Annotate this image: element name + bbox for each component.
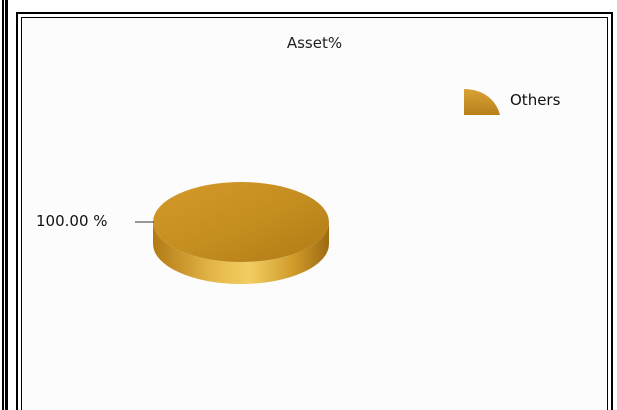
legend-swatch-others <box>464 89 500 115</box>
chart-title: Asset% <box>286 34 343 52</box>
legend-label-others: Others <box>510 91 561 109</box>
slice-data-label: 100.00 % <box>36 212 108 230</box>
pie-slice-others <box>153 182 329 262</box>
pie-slice-side-others <box>153 222 329 284</box>
left-panel-edge <box>0 0 8 410</box>
left-panel-divider <box>2 0 4 410</box>
